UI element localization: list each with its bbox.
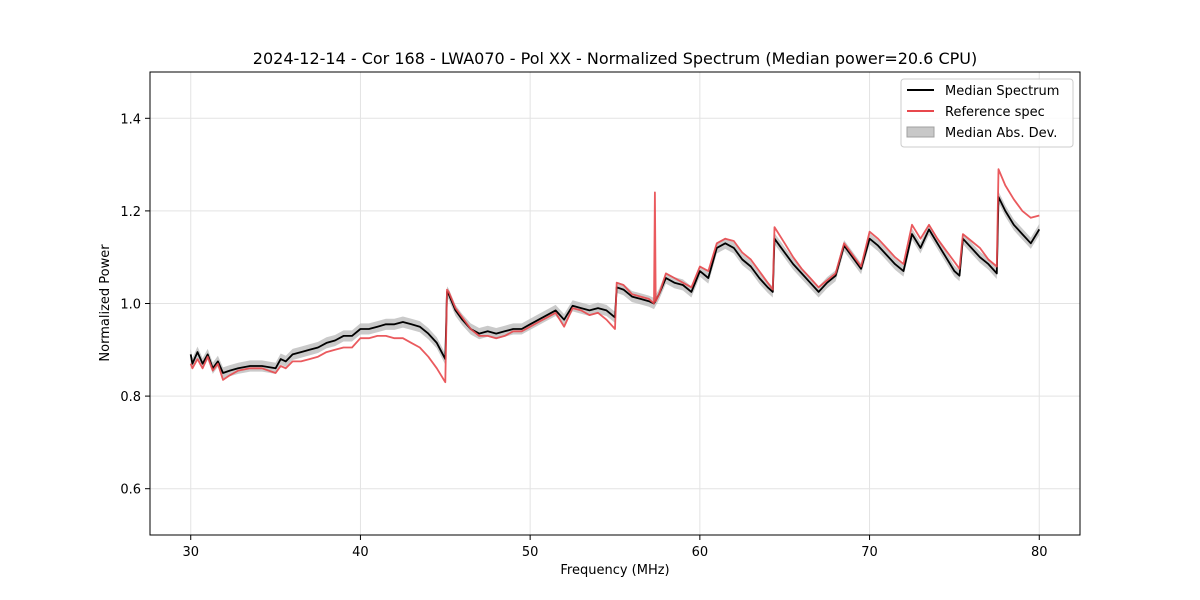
axis-ticks: 30 40 50 60 70 80 0.6 0.8 1.0 1.2 1.4 <box>120 112 1047 560</box>
y-tick-label: 1.0 <box>120 298 141 313</box>
legend-reference-label: Reference spec <box>945 105 1045 120</box>
y-tick-label: 1.4 <box>120 112 141 127</box>
y-tick-label: 0.8 <box>120 390 141 405</box>
x-tick-label: 50 <box>522 545 539 560</box>
x-tick-label: 60 <box>692 545 709 560</box>
y-axis-label: Normalized Power <box>98 244 113 362</box>
legend-mad-swatch <box>906 126 935 138</box>
x-tick-label: 40 <box>352 545 369 560</box>
y-tick-label: 0.6 <box>120 483 141 498</box>
x-tick-label: 70 <box>861 545 878 560</box>
x-tick-label: 30 <box>182 545 199 560</box>
plot-area <box>189 168 1041 384</box>
legend-box <box>900 78 1074 148</box>
x-tick-label: 80 <box>1031 545 1048 560</box>
chart-title: 2024-12-14 - Cor 168 - LWA070 - Pol XX -… <box>253 49 977 68</box>
legend: Median Spectrum Reference spec Median Ab… <box>900 78 1074 148</box>
y-tick-label: 1.2 <box>120 205 141 220</box>
legend-mad-label: Median Abs. Dev. <box>945 126 1057 141</box>
reference-spectrum-line <box>189 168 1040 384</box>
x-axis-label: Frequency (MHz) <box>560 563 669 578</box>
legend-median-label: Median Spectrum <box>945 84 1059 99</box>
